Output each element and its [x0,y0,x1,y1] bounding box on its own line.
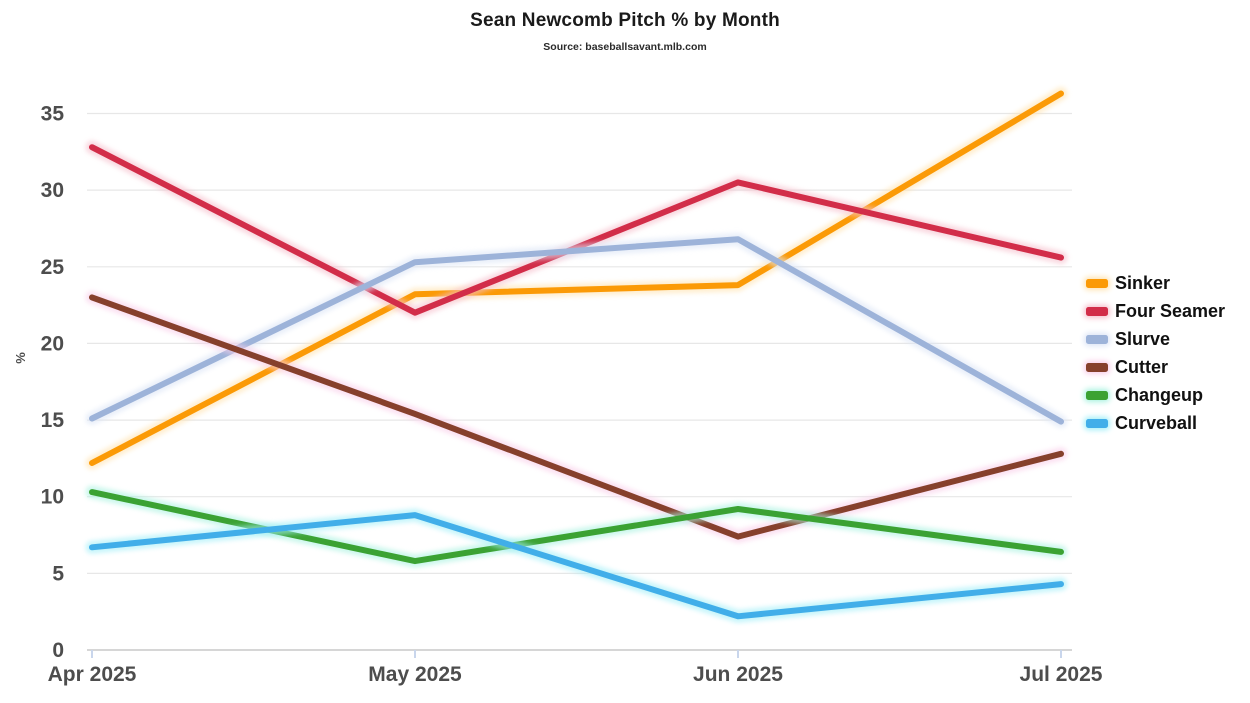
series-line-cutter [89,294,1064,540]
legend-item-four-seamer: Four Seamer [1086,297,1225,325]
legend-label-cutter: Cutter [1115,357,1168,377]
legend-swatch-changeup [1086,390,1108,400]
y-tick-label-35: 35 [41,103,65,126]
legend-item-curveball: Curveball [1086,409,1225,437]
legend-item-cutter: Cutter [1086,353,1225,381]
legend-item-slurve: Slurve [1086,325,1225,353]
y-axis-label: % [13,352,28,364]
y-tick-label-20: 20 [41,332,64,355]
legend-swatch-sinker [1086,278,1108,288]
series-glow-sinker [85,87,1068,470]
x-tick-label-jun-2025: Jun 2025 [693,663,783,686]
x-tick-label-jul-2025: Jul 2025 [1020,663,1103,686]
series-layer [85,87,1068,623]
axis-layer: 0 5 10 15 20 25 30 35 Apr 2025 May 2025 Jun 2025 Ju… [13,103,1103,687]
series-line-curveball [89,512,1064,620]
legend-label-sinker: Sinker [1115,273,1171,293]
legend-label-slurve: Slurve [1115,329,1171,349]
legend: Sinker Four Seamer Slurve Cutter Changeup Cur… [1086,269,1225,437]
series-line-sinker [89,90,1064,466]
legend-label-curveball: Curveball [1115,413,1198,433]
y-tick-label-15: 15 [41,409,65,432]
legend-swatch-curveball [1086,418,1108,428]
x-tick-label-may-2025: May 2025 [368,663,462,686]
legend-item-changeup: Changeup [1086,381,1225,409]
x-tick-label-apr-2025: Apr 2025 [48,663,137,686]
y-tick-label-25: 25 [41,256,65,279]
y-tick-label-5: 5 [52,562,64,585]
chart-title: Sean Newcomb Pitch % by Month [470,10,780,31]
legend-swatch-four-seamer [1086,306,1108,316]
legend-item-sinker: Sinker [1086,269,1225,297]
y-tick-label-0: 0 [52,639,64,662]
legend-label-four-seamer: Four Seamer [1115,301,1226,321]
y-tick-label-10: 10 [41,486,64,509]
legend-swatch-slurve [1086,334,1108,344]
legend-label-changeup: Changeup [1115,385,1203,405]
y-tick-label-30: 30 [41,179,64,202]
chart-subtitle: Source: baseballsavant.mlb.com [543,41,707,53]
legend-swatch-cutter [1086,362,1108,372]
series-line-slurve [89,236,1064,425]
